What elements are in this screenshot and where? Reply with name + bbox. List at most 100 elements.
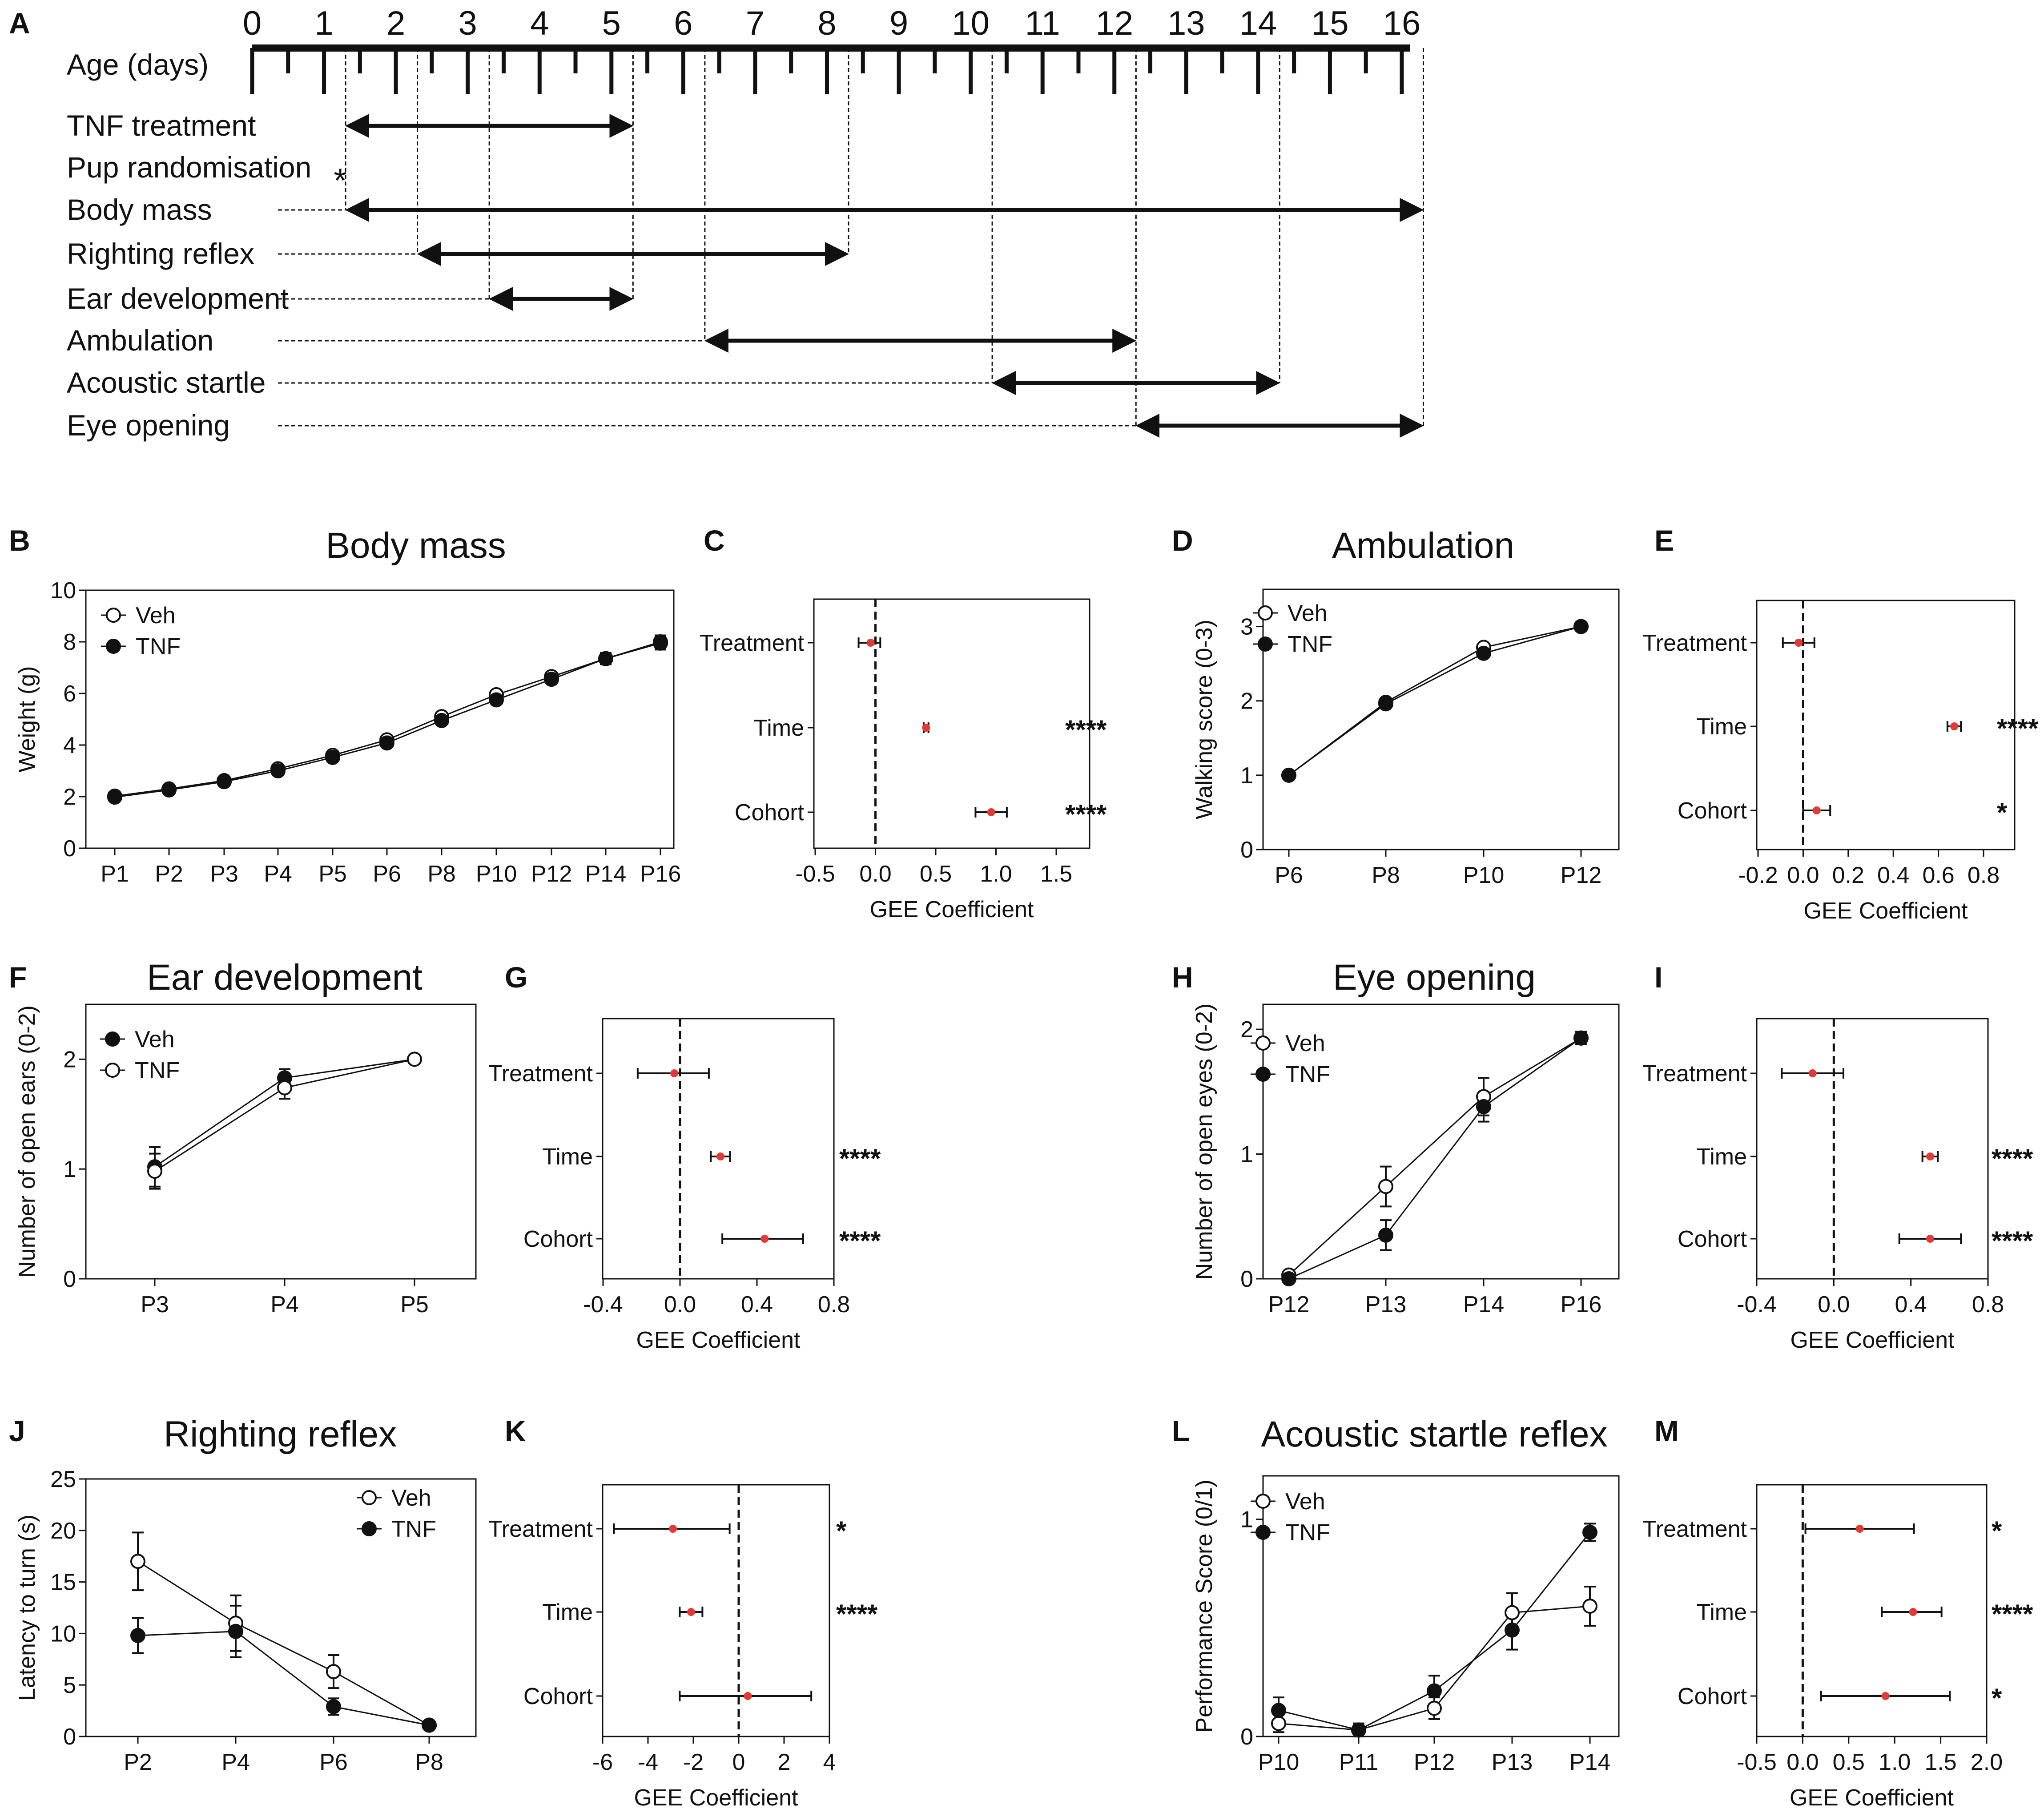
coefficient-point bbox=[760, 1235, 769, 1243]
x-tick-label: 2 bbox=[778, 1749, 791, 1775]
coefficient-point bbox=[669, 1525, 677, 1533]
chart-title-J: Righting reflex bbox=[164, 1414, 397, 1454]
x-axis-label: GEE Coefficient bbox=[636, 1327, 801, 1353]
x-tick-label: P1 bbox=[101, 861, 129, 887]
timeline-day-label: 9 bbox=[889, 4, 908, 42]
data-point-veh bbox=[326, 1664, 341, 1680]
x-tick-label: 0.4 bbox=[1895, 1292, 1927, 1317]
x-tick-label: 0.4 bbox=[741, 1292, 773, 1317]
coefficient-point bbox=[670, 1069, 679, 1077]
x-tick-label: P3 bbox=[141, 1292, 169, 1317]
x-tick-label: -6 bbox=[592, 1749, 613, 1775]
x-tick-label: P2 bbox=[124, 1749, 152, 1775]
chart-title-F: Ear development bbox=[147, 957, 422, 998]
legend-label-tnf: TNF bbox=[1288, 632, 1332, 657]
y-tick-label: 1 bbox=[1240, 1507, 1253, 1533]
x-tick-label: P12 bbox=[1414, 1749, 1455, 1775]
legend-label-veh: Veh bbox=[135, 1027, 175, 1052]
row-label-time: Time bbox=[542, 1599, 593, 1625]
data-point-tnf bbox=[325, 749, 340, 765]
coefficient-point bbox=[1795, 639, 1803, 647]
y-tick-label: 15 bbox=[50, 1570, 76, 1595]
row-label-treatment: Treatment bbox=[488, 1061, 593, 1087]
series-line-tnf bbox=[1288, 626, 1581, 776]
row-label-cohort: Cohort bbox=[1678, 798, 1747, 824]
x-tick-label: P12 bbox=[1268, 1292, 1310, 1317]
timeline-row-label: Eye opening bbox=[67, 409, 230, 442]
legend-label-tnf: TNF bbox=[1285, 1520, 1330, 1546]
data-point-tnf bbox=[598, 651, 613, 666]
coefficient-point bbox=[1855, 1525, 1864, 1533]
data-point-tnf bbox=[1573, 1030, 1589, 1046]
y-axis-label: Performance Score (0/1) bbox=[1191, 1479, 1217, 1732]
x-tick-label: P12 bbox=[531, 861, 572, 887]
x-tick-label: P16 bbox=[1561, 1292, 1602, 1317]
legend-marker-veh bbox=[1255, 1494, 1271, 1509]
panel-label-H: H bbox=[1172, 961, 1193, 994]
data-point-tnf bbox=[217, 774, 232, 790]
data-point-tnf bbox=[107, 790, 122, 805]
x-tick-label: P10 bbox=[476, 861, 517, 887]
x-tick-label: -2 bbox=[683, 1749, 704, 1775]
timeline-day-label: 1 bbox=[314, 4, 333, 42]
timeline-row-label: Righting reflex bbox=[67, 237, 254, 270]
x-tick-label: -0.4 bbox=[1737, 1292, 1777, 1317]
data-point-tnf bbox=[1378, 696, 1393, 712]
data-point-tnf bbox=[1476, 1099, 1491, 1114]
x-tick-label: P2 bbox=[155, 861, 183, 887]
x-tick-label: 0.4 bbox=[1877, 862, 1909, 888]
row-label-cohort: Cohort bbox=[1678, 1226, 1747, 1252]
timeline-day-label: 4 bbox=[530, 4, 549, 42]
coefficient-point bbox=[716, 1152, 724, 1160]
x-tick-label: P5 bbox=[318, 861, 347, 887]
x-tick-label: P3 bbox=[210, 861, 238, 887]
x-axis-label: GEE Coefficient bbox=[634, 1785, 798, 1811]
row-label-treatment: Treatment bbox=[1642, 1516, 1747, 1542]
x-tick-label: P13 bbox=[1365, 1292, 1407, 1317]
data-point-tnf bbox=[434, 713, 449, 728]
y-tick-label: 0 bbox=[63, 1724, 76, 1750]
timeline-day-label: 16 bbox=[1383, 4, 1421, 42]
legend-marker-tnf bbox=[106, 639, 121, 654]
timeline-day-label: 0 bbox=[243, 4, 262, 42]
row-label-cohort: Cohort bbox=[523, 1684, 593, 1709]
row-label-time: Time bbox=[1696, 1144, 1747, 1170]
data-point-tnf bbox=[1505, 1622, 1520, 1638]
chart-title-D: Ambulation bbox=[1332, 525, 1514, 566]
legend-label-veh: Veh bbox=[1288, 600, 1328, 626]
legend-marker-veh bbox=[105, 1031, 120, 1047]
y-tick-label: 6 bbox=[63, 681, 76, 707]
legend-marker-tnf bbox=[1258, 637, 1273, 652]
timeline-row-label: Pup randomisation bbox=[67, 151, 311, 184]
data-point-veh bbox=[130, 1554, 145, 1569]
row-label-treatment: Treatment bbox=[1642, 630, 1747, 656]
series-line-tnf bbox=[114, 642, 661, 798]
timeline-row-label: Ambulation bbox=[67, 324, 213, 357]
data-point-veh bbox=[1271, 1716, 1286, 1731]
significance-stars: * bbox=[836, 1516, 847, 1546]
timeline-day-label: 3 bbox=[459, 4, 477, 42]
coefficient-point bbox=[1909, 1608, 1917, 1616]
x-tick-label: 0.8 bbox=[1972, 1292, 2004, 1317]
data-point-tnf bbox=[326, 1699, 341, 1714]
y-tick-label: 0 bbox=[1240, 1266, 1253, 1292]
data-point-tnf bbox=[1378, 1227, 1393, 1243]
x-tick-label: P12 bbox=[1561, 862, 1602, 888]
y-tick-label: 2 bbox=[63, 784, 76, 810]
y-axis-label: Number of open eyes (0-2) bbox=[1191, 1003, 1217, 1280]
coefficient-point bbox=[922, 724, 930, 732]
panel-label-B: B bbox=[9, 524, 30, 557]
timeline-day-label: 2 bbox=[386, 4, 405, 42]
y-tick-label: 25 bbox=[50, 1467, 76, 1492]
x-tick-label: 0 bbox=[732, 1749, 745, 1775]
x-tick-label: P11 bbox=[1339, 1749, 1379, 1775]
legend-label-tnf: TNF bbox=[136, 634, 181, 660]
x-tick-label: 1.5 bbox=[1924, 1749, 1956, 1775]
legend-label-tnf: TNF bbox=[135, 1058, 180, 1084]
x-tick-label: P8 bbox=[1372, 862, 1400, 888]
significance-stars: **** bbox=[1992, 1599, 2033, 1629]
y-tick-label: 2 bbox=[1240, 1017, 1253, 1043]
legend-marker-tnf bbox=[362, 1521, 377, 1536]
x-tick-label: P8 bbox=[415, 1749, 443, 1775]
